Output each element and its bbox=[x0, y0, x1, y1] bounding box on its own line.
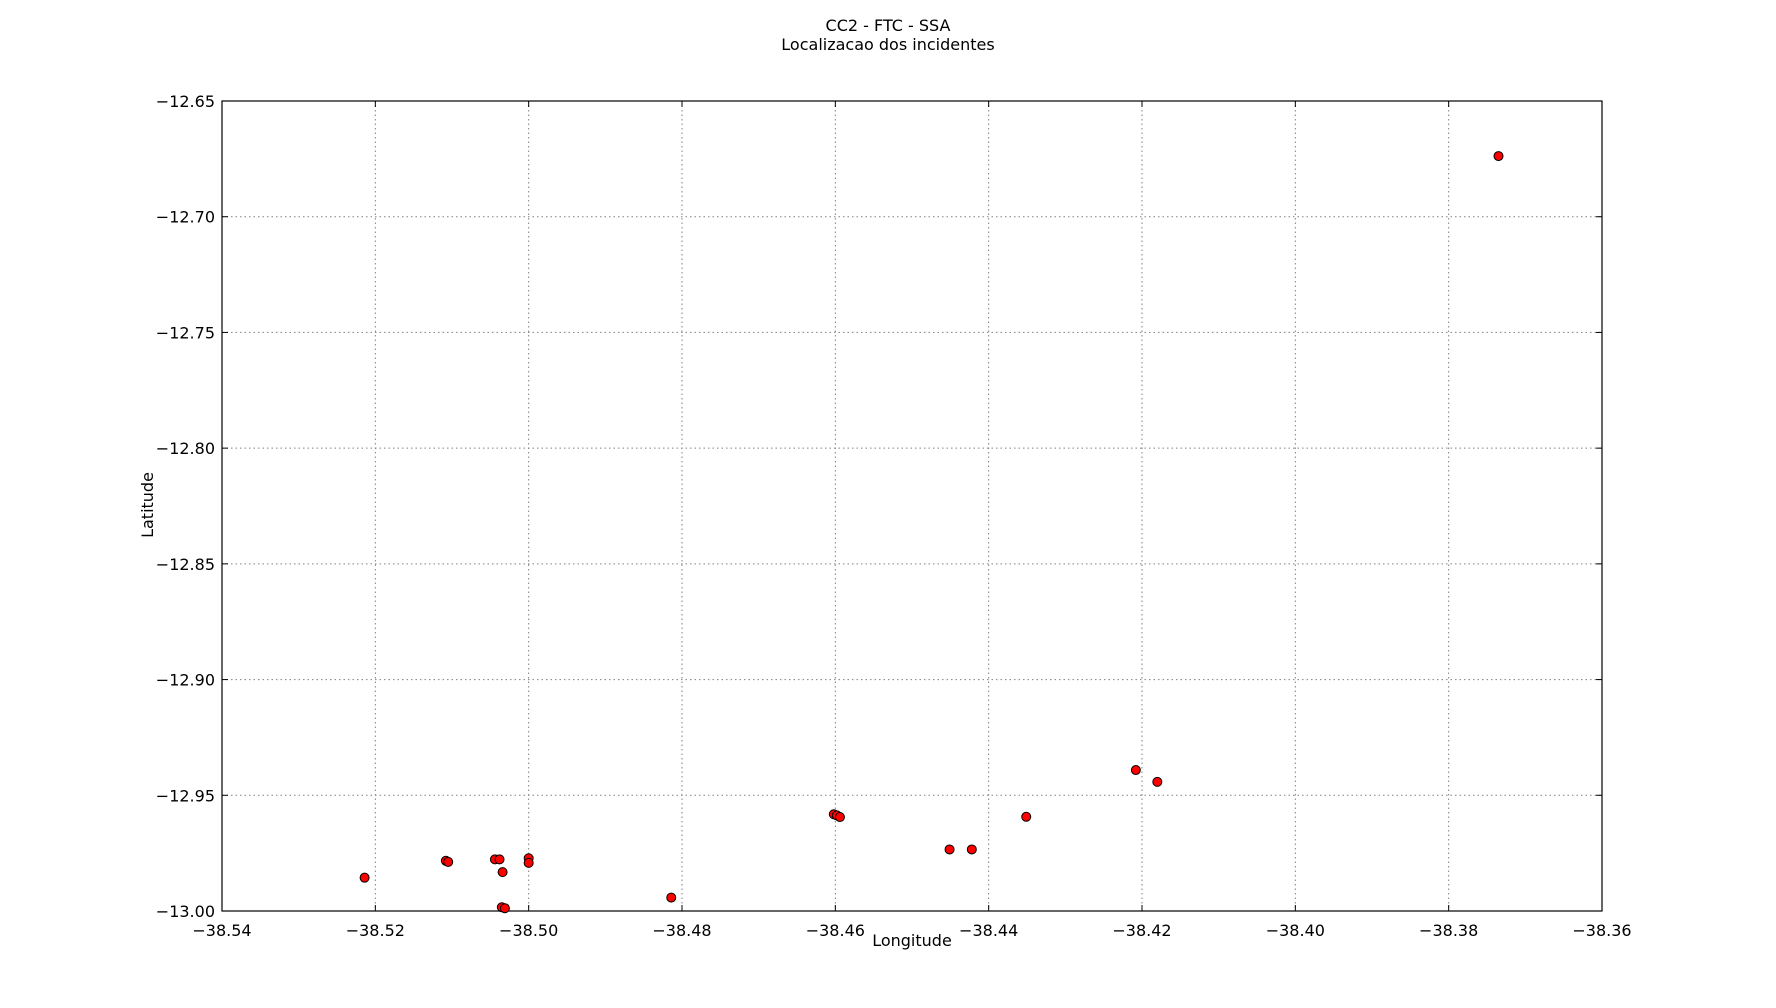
data-point bbox=[523, 857, 534, 868]
x-tick-label: −38.48 bbox=[652, 921, 711, 940]
data-point bbox=[359, 872, 370, 883]
data-point bbox=[666, 892, 677, 903]
data-point bbox=[1130, 765, 1141, 776]
data-point bbox=[443, 856, 454, 867]
data-point bbox=[1152, 776, 1163, 787]
x-tick-label: −38.40 bbox=[1266, 921, 1325, 940]
y-tick-label: −13.00 bbox=[156, 902, 215, 921]
plot-frame bbox=[221, 100, 1603, 912]
x-tick-label: −38.44 bbox=[959, 921, 1018, 940]
x-tick-label: −38.38 bbox=[1419, 921, 1478, 940]
axis-ticks: −38.54 −38.52 −38.50 −38.48 −38.46 −38.44 −38.… bbox=[156, 92, 1632, 940]
data-point bbox=[1493, 151, 1504, 162]
data-point bbox=[1021, 811, 1032, 822]
x-tick-label: −38.50 bbox=[499, 921, 558, 940]
y-tick-label: −12.90 bbox=[156, 671, 215, 690]
chart-subtitle: Localizacao dos incidentes bbox=[781, 35, 994, 54]
x-axis-label: Longitude bbox=[872, 931, 952, 950]
data-point bbox=[944, 844, 955, 855]
y-axis-label: Latitude bbox=[138, 472, 157, 538]
x-tick-label: −38.54 bbox=[192, 921, 251, 940]
data-point bbox=[834, 812, 845, 823]
y-tick-label: −12.85 bbox=[156, 555, 215, 574]
data-point bbox=[497, 867, 508, 878]
x-tick-label: −38.42 bbox=[1112, 921, 1171, 940]
x-tick-label: −38.36 bbox=[1572, 921, 1631, 940]
data-points bbox=[359, 151, 1504, 914]
data-point bbox=[499, 903, 510, 914]
data-point bbox=[494, 854, 505, 865]
data-point bbox=[966, 844, 977, 855]
y-tick-label: −12.95 bbox=[156, 786, 215, 805]
x-tick-label: −38.52 bbox=[346, 921, 405, 940]
y-tick-label: −12.80 bbox=[156, 439, 215, 458]
y-tick-label: −12.70 bbox=[156, 208, 215, 227]
y-tick-label: −12.75 bbox=[156, 323, 215, 342]
x-tick-label: −38.46 bbox=[806, 921, 865, 940]
y-tick-label: −12.65 bbox=[156, 92, 215, 111]
grid-lines bbox=[222, 101, 1602, 911]
chart-title: CC2 - FTC - SSA bbox=[826, 16, 951, 35]
